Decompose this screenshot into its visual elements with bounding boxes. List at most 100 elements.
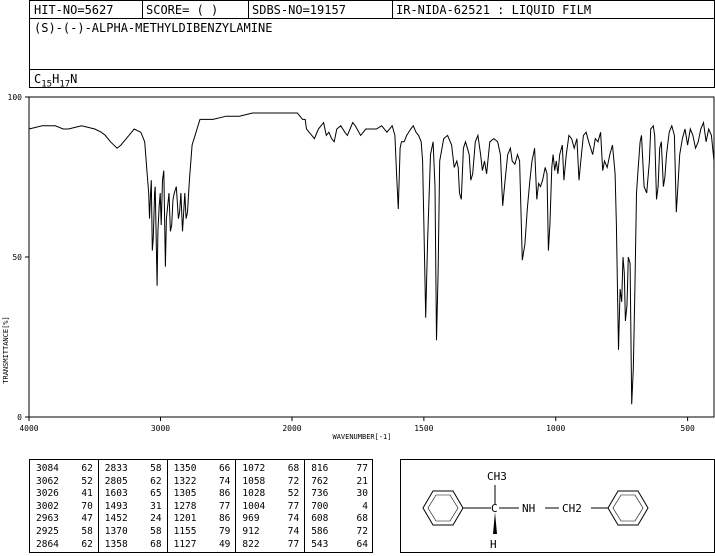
plot-frame xyxy=(28,96,715,418)
peak-wavenumber: 1028 xyxy=(242,488,266,500)
peak-entry: 822 77 xyxy=(242,539,299,550)
peak-transmittance: 72 xyxy=(287,475,300,487)
peak-wavenumber: 1493 xyxy=(104,500,128,512)
peak-entry: 762 21 xyxy=(311,476,368,487)
peak-entry: 1201 86 xyxy=(174,513,231,524)
peak-wavenumber: 608 xyxy=(311,513,329,525)
molecular-formula: C15H17N xyxy=(34,72,78,88)
ir-spectrum-chart: TRANSMITTANCE[%] WAVENUMBER[-1] 4000 3000… xyxy=(2,93,715,441)
peak-wavenumber: 1155 xyxy=(173,526,197,537)
peak-entry: 1155 79 xyxy=(174,526,231,537)
peak-entry: 2925 58 xyxy=(36,526,93,537)
score: SCORE= ( ) xyxy=(146,3,219,17)
peak-transmittance: 77 xyxy=(287,538,300,550)
peak-entry: 1072 68 xyxy=(242,463,299,474)
peak-transmittance: 52 xyxy=(81,475,93,487)
peak-transmittance: 58 xyxy=(81,526,93,537)
peak-wavenumber: 822 xyxy=(242,538,260,550)
peak-transmittance: 62 xyxy=(150,475,162,487)
peak-transmittance: 74 xyxy=(218,475,231,487)
y-tick-label: 50 xyxy=(12,253,22,262)
peak-wavenumber: 1004 xyxy=(242,500,266,512)
peak-wavenumber: 3062 xyxy=(36,475,59,487)
peak-transmittance: 21 xyxy=(356,475,368,487)
peak-entry: 3002 70 xyxy=(36,501,93,512)
peak-entry: 2805 62 xyxy=(105,476,162,487)
peak-wavenumber: 1201 xyxy=(173,513,197,525)
peak-wavenumber: 1322 xyxy=(173,475,197,487)
peak-wavenumber: 912 xyxy=(242,526,260,537)
peak-wavenumber: 762 xyxy=(311,475,329,487)
peak-wavenumber: 1058 xyxy=(242,475,266,487)
peak-wavenumber: 700 xyxy=(311,500,329,512)
peak-entry: 543 64 xyxy=(311,539,368,550)
structure-drawing: CH3 C NH CH2 H xyxy=(422,470,649,551)
peak-wavenumber: 1358 xyxy=(104,538,128,550)
peak-wavenumber: 1278 xyxy=(173,500,197,512)
header-box: HIT-NO=5627 SCORE= ( ) SDBS-NO=19157 IR-… xyxy=(29,0,715,88)
y-axis-label: TRANSMITTANCE[%] xyxy=(2,316,10,383)
peak-transmittance: 41 xyxy=(81,488,93,500)
y-tick-label: 100 xyxy=(8,93,23,102)
peak-entry: 1004 77 xyxy=(242,501,299,512)
x-tick-label: 1500 xyxy=(414,424,433,433)
peak-entry: 1603 65 xyxy=(105,488,162,499)
peak-entry: 1058 72 xyxy=(242,476,299,487)
peak-wavenumber: 1350 xyxy=(173,463,197,474)
x-tick-label: 4000 xyxy=(19,424,38,433)
peak-entry: 969 74 xyxy=(242,513,299,524)
peak-transmittance: 62 xyxy=(81,463,93,474)
compound-name: (S)-(-)-ALPHA-METHYLDIBENZYLAMINE xyxy=(34,21,273,35)
peak-transmittance: 77 xyxy=(356,463,368,474)
peak-wavenumber: 2805 xyxy=(104,475,128,487)
peak-wavenumber: 2833 xyxy=(104,463,128,474)
peak-wavenumber: 3002 xyxy=(36,500,59,512)
peak-entry: 2864 62 xyxy=(36,539,93,550)
h-label: H xyxy=(490,538,497,551)
peak-transmittance: 77 xyxy=(287,500,300,512)
peak-wavenumber: 1370 xyxy=(104,526,128,537)
peak-wavenumber: 586 xyxy=(311,526,329,537)
peak-entry: 586 72 xyxy=(311,526,368,537)
x-tick-label: 2000 xyxy=(282,424,301,433)
peak-wavenumber: 969 xyxy=(242,513,260,525)
x-axis-label: WAVENUMBER[-1] xyxy=(332,433,391,441)
x-tick-label: 3000 xyxy=(151,424,170,433)
peak-transmittance: 64 xyxy=(356,538,368,550)
peak-entry: 1127 49 xyxy=(174,539,231,550)
peak-entry: 1452 24 xyxy=(105,513,162,524)
peak-transmittance: 66 xyxy=(218,463,231,474)
peak-wavenumber: 2864 xyxy=(36,538,59,550)
peak-wavenumber: 1127 xyxy=(173,538,197,550)
structure-box: CH3 C NH CH2 H xyxy=(400,459,715,553)
peak-transmittance: 74 xyxy=(287,513,300,525)
x-tick-label: 500 xyxy=(680,424,695,433)
spectrum-line xyxy=(28,112,715,405)
peak-wavenumber: 1603 xyxy=(104,488,128,500)
peak-transmittance: 24 xyxy=(150,513,162,525)
peak-entry: 912 74 xyxy=(242,526,299,537)
ir-nida: IR-NIDA-62521 : LIQUID FILM xyxy=(396,3,592,17)
peak-entry: 1322 74 xyxy=(174,476,231,487)
hit-no: HIT-NO=5627 xyxy=(34,3,114,17)
nh-label: NH xyxy=(522,502,535,515)
peak-wavenumber: 543 xyxy=(311,538,329,550)
peak-transmittance: 65 xyxy=(150,488,162,500)
peak-entry: 1370 58 xyxy=(105,526,162,537)
peak-entry: 1350 66 xyxy=(174,463,231,474)
peak-wavenumber: 2925 xyxy=(36,526,59,537)
peak-entry: 3026 41 xyxy=(36,488,93,499)
peak-entry: 1358 68 xyxy=(105,539,162,550)
sdbs-no: SDBS-NO=19157 xyxy=(252,3,346,17)
peak-entry: 1493 31 xyxy=(105,501,162,512)
peak-transmittance: 30 xyxy=(356,488,368,500)
peak-entry: 1278 77 xyxy=(174,501,231,512)
peak-entry: 3084 62 xyxy=(36,463,93,474)
peak-entry: 700 4 xyxy=(311,501,368,512)
peak-transmittance: 79 xyxy=(218,526,231,537)
peak-transmittance: 62 xyxy=(81,538,93,550)
peak-transmittance: 58 xyxy=(150,463,162,474)
peak-transmittance: 72 xyxy=(356,526,368,537)
peak-wavenumber: 2963 xyxy=(36,513,59,525)
peak-entry: 816 77 xyxy=(311,463,368,474)
